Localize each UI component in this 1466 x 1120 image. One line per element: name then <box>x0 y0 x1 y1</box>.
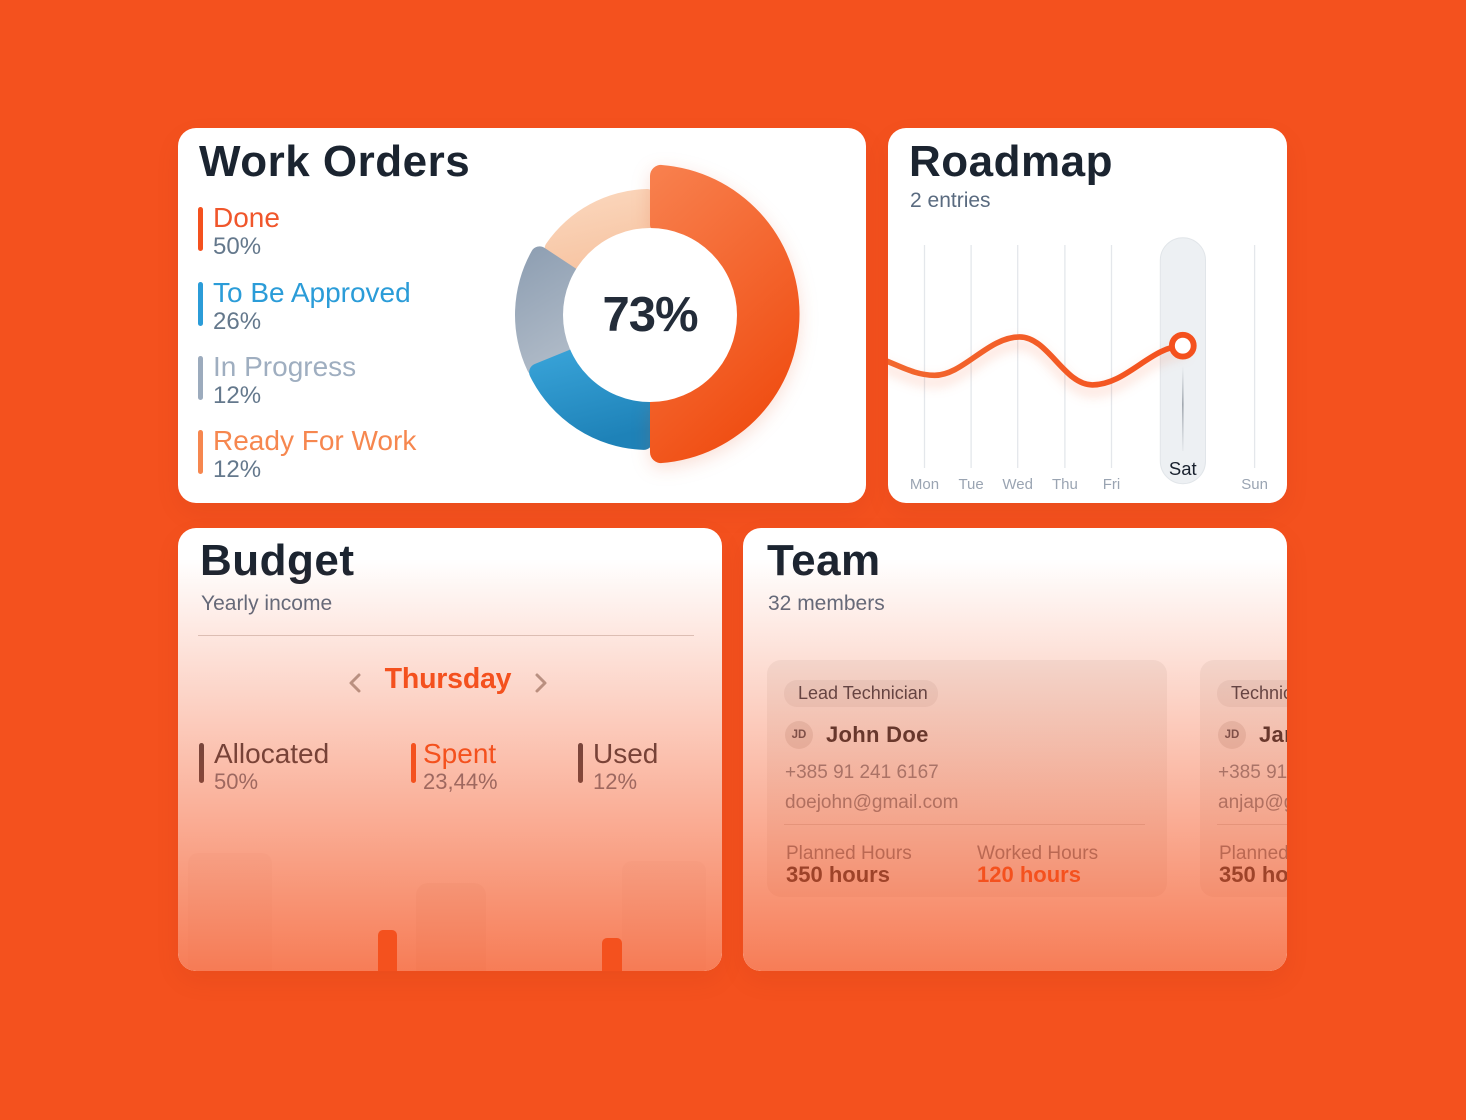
svg-text:Sat: Sat <box>1169 458 1197 479</box>
svg-text:Mon: Mon <box>910 476 939 493</box>
svg-text:Fri: Fri <box>1103 476 1121 493</box>
svg-text:Tue: Tue <box>958 476 983 493</box>
svg-text:73%: 73% <box>602 288 698 342</box>
svg-text:Wed: Wed <box>1002 476 1033 493</box>
svg-text:Thu: Thu <box>1052 476 1078 493</box>
svg-text:Sun: Sun <box>1241 476 1268 493</box>
